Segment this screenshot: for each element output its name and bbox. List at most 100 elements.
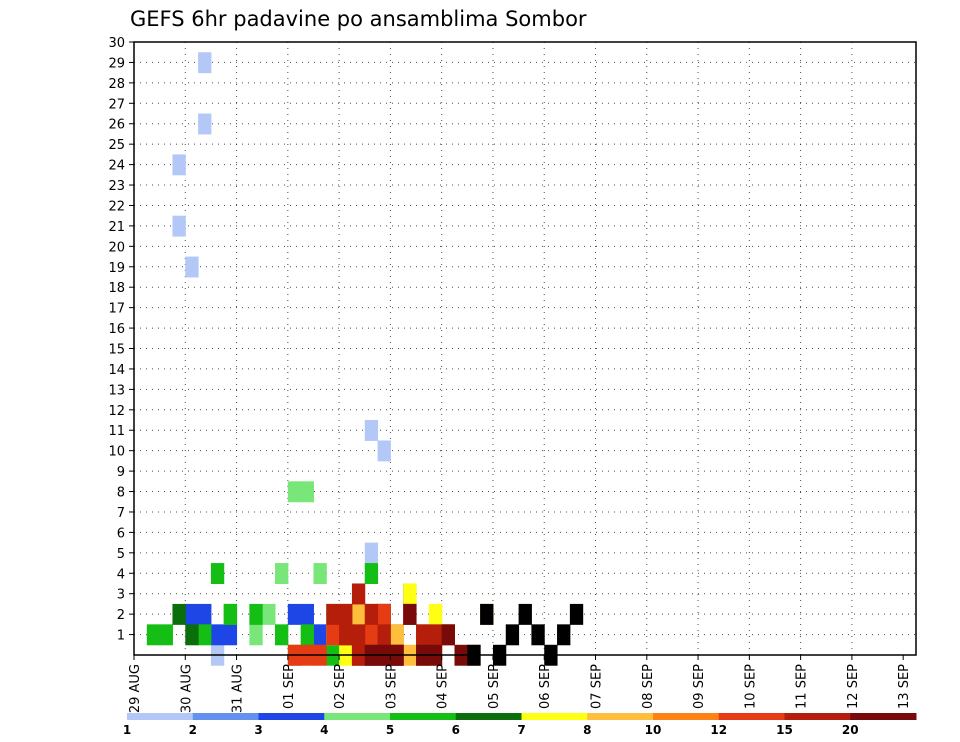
y-tick-label: 2: [117, 608, 125, 623]
colorbar-label: 4: [320, 723, 328, 737]
x-tick-label: 06 SEP: [538, 664, 553, 709]
precip-cell: [185, 256, 199, 278]
precip-cell: [287, 481, 302, 503]
colorbar-swatch: [258, 713, 325, 720]
chart-title: GEFS 6hr padavine po ansamblima Sombor: [130, 7, 587, 31]
precip-cell: [172, 603, 186, 625]
precip-cell: [351, 583, 366, 605]
precip-cell: [300, 603, 314, 625]
y-tick-label: 5: [117, 547, 125, 562]
precip-cell: [377, 624, 391, 646]
precip-cell: [300, 481, 314, 503]
precip-cell: [416, 624, 430, 646]
y-tick-label: 27: [108, 97, 125, 112]
y-tick-label: 25: [108, 138, 125, 153]
precip-cell: [275, 624, 289, 646]
grid-layer: [134, 42, 916, 655]
x-tick-label: 05 SEP: [487, 664, 502, 709]
y-axis: 1234567891011121314151617181920212223242…: [108, 36, 134, 644]
y-tick-label: 28: [108, 77, 125, 92]
colorbar-label: 5: [386, 723, 394, 737]
precip-cell: [198, 113, 212, 135]
y-tick-label: 14: [108, 363, 125, 378]
precip-cell: [313, 563, 327, 584]
x-tick-label: 29 AUG: [128, 664, 143, 713]
y-tick-label: 24: [108, 159, 125, 174]
precip-cell: [364, 420, 379, 441]
colorbar: 1 2 3 4 5 6 7 8 10 12 15 20: [123, 713, 917, 737]
y-tick-label: 9: [117, 465, 125, 480]
colorbar-swatch: [390, 713, 457, 720]
precip-cell: [185, 603, 199, 625]
colorbar-swatch: [324, 713, 391, 720]
y-tick-label: 13: [108, 383, 125, 398]
x-tick-label: 09 SEP: [692, 664, 707, 709]
colorbar-label: 1: [123, 723, 131, 737]
x-tick-label: 01 SEP: [282, 664, 297, 709]
colorbar-swatch: [587, 713, 654, 720]
precip-cell: [531, 624, 545, 646]
y-tick-label: 30: [108, 36, 125, 51]
x-tick-label: 10 SEP: [743, 664, 758, 709]
precip-cell: [428, 603, 443, 625]
y-tick-label: 23: [108, 179, 125, 194]
x-axis: 29 AUG 30 AUG 31 AUG 01 SEP 02 SEP 03 SEP 04 S…: [128, 655, 912, 713]
colorbar-label: 3: [254, 723, 262, 737]
y-tick-label: 18: [108, 281, 125, 296]
precip-cell: [364, 624, 379, 646]
y-tick-label: 15: [108, 343, 125, 358]
precip-cell: [185, 624, 199, 646]
precip-cell: [377, 603, 391, 625]
x-tick-label: 12 SEP: [846, 664, 861, 709]
precip-cell: [198, 603, 212, 625]
precip-cell: [313, 624, 327, 646]
precip-cell: [569, 603, 584, 625]
x-tick-label: 02 SEP: [333, 664, 348, 709]
y-tick-label: 11: [108, 424, 125, 439]
y-tick-label: 10: [108, 445, 125, 460]
precip-cell: [377, 440, 391, 462]
y-tick-label: 4: [117, 567, 125, 582]
y-tick-label: 12: [108, 404, 125, 419]
colorbar-swatch: [784, 713, 851, 720]
colorbar-label: 20: [842, 723, 859, 737]
colorbar-label: 15: [776, 723, 793, 737]
precip-cell: [339, 624, 353, 646]
precip-cell: [326, 624, 340, 646]
y-tick-label: 19: [108, 261, 125, 276]
precip-cell: [198, 52, 212, 74]
precip-cell: [403, 583, 417, 605]
colorbar-label: 6: [452, 723, 460, 737]
y-tick-label: 26: [108, 118, 125, 133]
precip-cell: [223, 603, 238, 625]
precip-cell: [159, 624, 173, 646]
precip-cell: [557, 624, 571, 646]
y-tick-label: 29: [108, 56, 125, 71]
precip-cell: [249, 603, 263, 625]
x-tick-label: 07 SEP: [590, 664, 605, 709]
precip-cell: [339, 603, 353, 625]
x-tick-label: 13 SEP: [897, 664, 912, 709]
precip-cell: [172, 154, 186, 176]
precip-cell: [364, 542, 379, 564]
precip-cell: [300, 624, 314, 646]
colorbar-swatch: [718, 713, 785, 720]
x-tick-label: 08 SEP: [641, 664, 656, 709]
precip-cell: [351, 603, 366, 625]
precip-cell: [505, 624, 520, 646]
colorbar-label: 12: [710, 723, 727, 737]
precip-cell: [198, 624, 212, 646]
precip-cell: [326, 603, 340, 625]
precip-cell: [262, 603, 276, 625]
colorbar-swatch: [192, 713, 259, 720]
colorbar-swatch: [521, 713, 588, 720]
x-tick-label: 04 SEP: [436, 664, 451, 709]
y-tick-label: 6: [117, 526, 125, 541]
precip-cell: [223, 624, 238, 646]
precip-cell: [287, 603, 302, 625]
precip-cell: [172, 215, 186, 237]
precip-cell: [351, 624, 366, 646]
precip-cell: [428, 624, 443, 646]
colorbar-swatch: [455, 713, 522, 720]
